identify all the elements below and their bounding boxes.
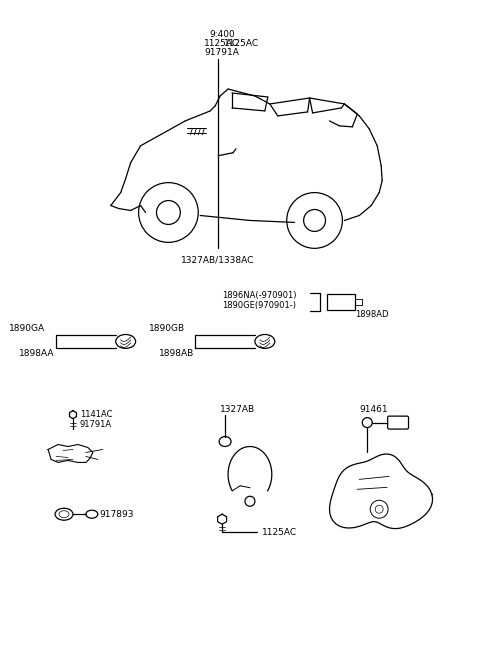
Text: 91461: 91461: [360, 405, 388, 414]
Text: 1896NA(-970901): 1896NA(-970901): [222, 290, 297, 300]
Text: 1890GB: 1890GB: [148, 324, 185, 333]
Text: 1898AA: 1898AA: [19, 349, 55, 358]
Text: 1890GE(970901-): 1890GE(970901-): [222, 301, 296, 309]
Text: 91791A: 91791A: [204, 48, 239, 57]
Text: 1125AC: 1125AC: [204, 39, 240, 48]
Text: 9:400: 9:400: [209, 30, 235, 39]
Text: 1898AD: 1898AD: [355, 309, 389, 319]
Bar: [327, 294, 355, 310]
Text: 1898AB: 1898AB: [158, 349, 194, 358]
Text: 1125AC: 1125AC: [224, 39, 259, 48]
Text: 1141AC: 1141AC: [80, 410, 112, 419]
FancyBboxPatch shape: [388, 416, 408, 429]
Text: 1327AB: 1327AB: [220, 405, 255, 414]
Text: 1890GA: 1890GA: [9, 324, 46, 333]
Text: 1327AB/1338AC: 1327AB/1338AC: [181, 256, 255, 265]
Text: 91791A: 91791A: [80, 420, 112, 429]
Text: 917893: 917893: [100, 510, 134, 519]
Text: 1125AC: 1125AC: [262, 528, 297, 537]
